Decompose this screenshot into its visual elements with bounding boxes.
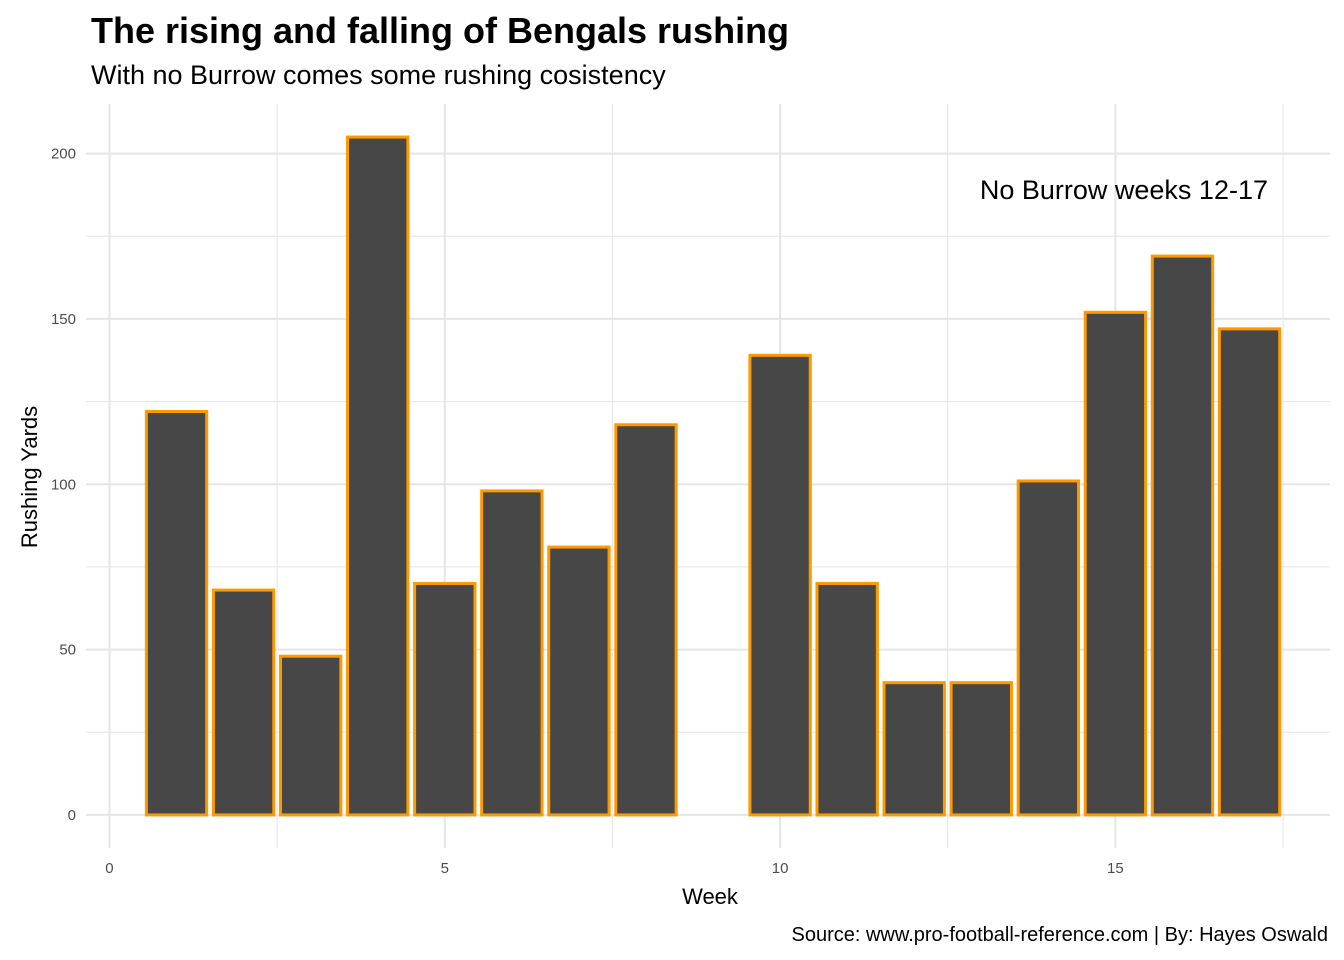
y-tick-label: 0	[68, 807, 76, 824]
bar-week-7	[547, 545, 611, 817]
bar-week-4	[346, 135, 410, 817]
x-axis-ticks: 0 5 10 15	[105, 860, 1123, 877]
bar-week-14	[1016, 479, 1081, 817]
bar-week-1	[144, 410, 209, 817]
x-tick-label: 5	[441, 860, 449, 877]
annotation-no-burrow: No Burrow weeks 12-17	[980, 175, 1268, 205]
chart-caption: Source: www.pro-football-reference.com |…	[791, 924, 1328, 946]
bar-week-5	[413, 581, 477, 817]
x-tick-label: 10	[772, 860, 789, 877]
chart-title: The rising and falling of Bengals rushin…	[91, 10, 789, 51]
bar-week-11	[815, 581, 879, 817]
bar-week-13	[949, 681, 1013, 817]
bar-week-3	[278, 654, 343, 817]
x-axis-title: Week	[682, 884, 739, 909]
x-tick-label: 0	[105, 860, 113, 877]
bar-week-6	[480, 489, 544, 817]
y-tick-label: 50	[59, 642, 76, 659]
y-tick-label: 100	[51, 476, 76, 493]
y-tick-label: 200	[51, 146, 76, 163]
x-tick-label: 15	[1107, 860, 1124, 877]
bar-week-12	[882, 681, 946, 817]
bar-week-8	[614, 423, 678, 817]
bar-week-2	[211, 588, 276, 817]
y-axis-ticks: 0 50 100 150 200	[51, 146, 76, 824]
bars	[144, 135, 1282, 817]
bar-week-16	[1150, 254, 1215, 817]
chart-subtitle: With no Burrow comes some rushing cosist…	[91, 60, 666, 90]
bar-week-15	[1083, 310, 1148, 817]
y-axis-title: Rushing Yards	[17, 406, 42, 548]
bar-week-10	[748, 353, 812, 817]
bar-week-17	[1217, 327, 1282, 817]
y-tick-label: 150	[51, 311, 76, 328]
